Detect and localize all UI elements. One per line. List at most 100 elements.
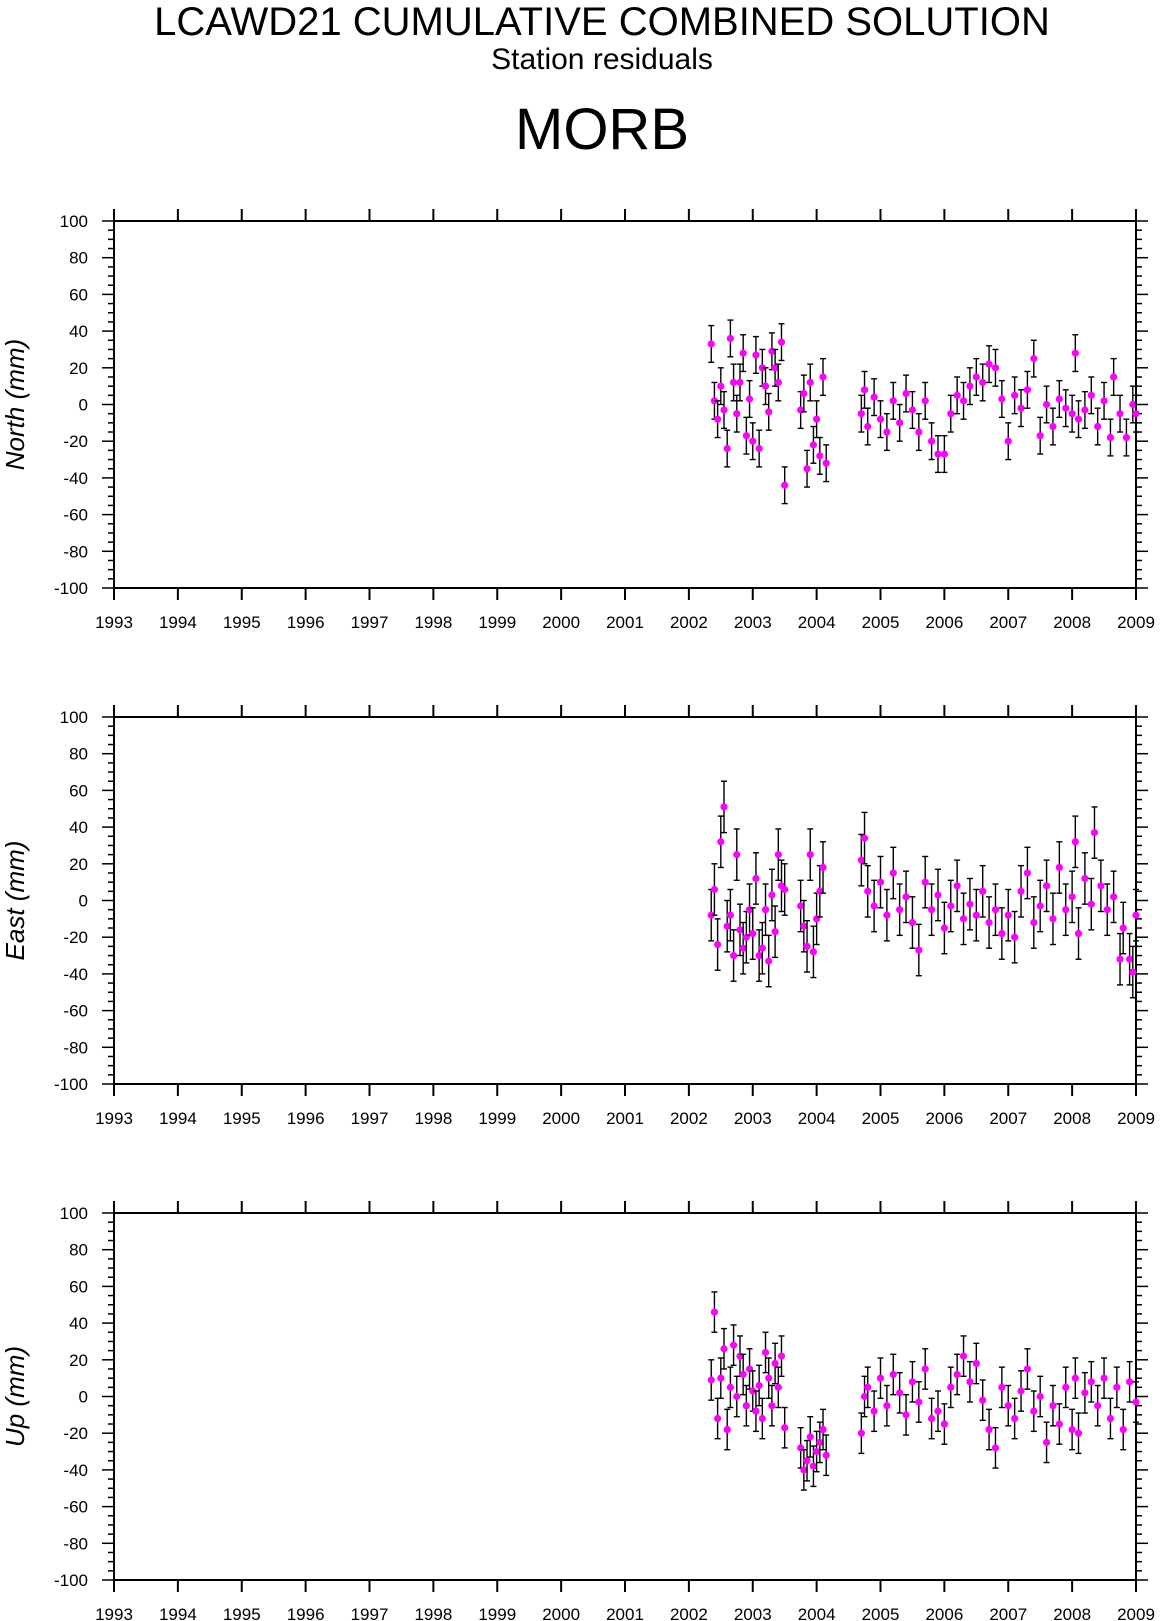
data-point xyxy=(1030,918,1038,927)
data-point xyxy=(797,902,805,910)
data-point xyxy=(733,1392,741,1401)
data-point xyxy=(1049,915,1057,923)
data-point xyxy=(749,437,757,445)
x-tick-label: 1994 xyxy=(159,613,197,632)
x-tick-label: 1998 xyxy=(414,613,452,632)
data-point xyxy=(934,1407,942,1415)
x-tick-label: 2004 xyxy=(798,1109,836,1128)
y-axis-label: East (mm) xyxy=(0,841,30,961)
x-tick-label: 2009 xyxy=(1117,1605,1155,1621)
y-tick-label: -100 xyxy=(54,1571,88,1590)
data-point xyxy=(1055,395,1063,403)
data-point xyxy=(822,1451,830,1459)
data-point xyxy=(816,1438,824,1446)
y-axis-label: North (mm) xyxy=(0,339,30,470)
data-point xyxy=(736,378,744,387)
data-point xyxy=(889,869,897,877)
data-point xyxy=(729,1341,738,1349)
x-tick-label: 2002 xyxy=(670,613,708,632)
x-tick-label: 2003 xyxy=(734,1109,772,1128)
y-tick-label: -60 xyxy=(63,1498,88,1517)
data-point xyxy=(758,364,766,372)
x-tick-label: 2006 xyxy=(925,1109,963,1128)
data-point xyxy=(761,906,770,914)
data-point xyxy=(745,395,754,403)
data-point xyxy=(857,856,865,864)
y-tick-label: 100 xyxy=(60,1204,88,1223)
x-tick-label: 1998 xyxy=(414,1605,452,1621)
data-point xyxy=(710,1308,719,1316)
x-tick-label: 1994 xyxy=(159,1109,197,1128)
x-tick-label: 2002 xyxy=(670,1605,708,1621)
data-point xyxy=(1023,1365,1032,1373)
y-tick-label: -60 xyxy=(63,1002,88,1021)
chart-title: LCAWD21 CUMULATIVE COMBINED SOLUTION xyxy=(154,0,1050,44)
x-tick-label: 2009 xyxy=(1117,1109,1155,1128)
x-tick-label: 1999 xyxy=(478,1605,516,1621)
y-tick-label: -40 xyxy=(63,469,88,488)
data-point xyxy=(1062,1383,1070,1391)
data-point xyxy=(1110,373,1118,381)
data-point xyxy=(771,364,779,372)
y-axis-label: Up (mm) xyxy=(0,1346,30,1447)
data-point xyxy=(761,382,770,390)
panel-1: 100 80 60 40 20 0 -20 -40 -60 -80 -100 1993 1994 1995… xyxy=(0,705,1155,1128)
data-point xyxy=(1055,1420,1063,1428)
data-point xyxy=(1068,410,1076,418)
data-point xyxy=(758,944,766,952)
x-tick-label: 2007 xyxy=(989,613,1027,632)
data-point xyxy=(813,415,821,423)
data-point xyxy=(777,1352,786,1360)
data-point xyxy=(928,1414,936,1423)
data-point xyxy=(1004,437,1012,445)
data-point xyxy=(1042,400,1051,409)
x-tick-label: 2008 xyxy=(1053,1605,1091,1621)
x-tick-label: 2007 xyxy=(989,1605,1027,1621)
data-point xyxy=(1087,1378,1095,1386)
data-point xyxy=(758,1414,766,1423)
x-tick-label: 2005 xyxy=(862,613,900,632)
data-point xyxy=(896,906,904,914)
data-point xyxy=(915,428,923,436)
data-point xyxy=(720,803,728,811)
data-point xyxy=(765,408,773,416)
data-point xyxy=(1011,1414,1019,1423)
x-tick-label: 1993 xyxy=(95,1605,133,1621)
station-name: MORB xyxy=(515,97,689,162)
data-point xyxy=(1071,1374,1079,1382)
x-tick-label: 2007 xyxy=(989,1109,1027,1128)
data-point xyxy=(1122,433,1131,442)
data-point xyxy=(726,334,734,343)
data-point xyxy=(947,902,955,910)
y-tick-label: 0 xyxy=(79,1388,88,1407)
data-point xyxy=(733,410,741,418)
data-point xyxy=(953,391,961,399)
x-tick-label: 2006 xyxy=(925,613,963,632)
data-point xyxy=(806,851,814,859)
data-point xyxy=(1071,838,1079,846)
data-point xyxy=(857,410,865,418)
x-tick-label: 2005 xyxy=(862,1605,900,1621)
data-point xyxy=(761,1348,770,1357)
data-point xyxy=(1004,911,1012,919)
data-point xyxy=(1049,1402,1057,1410)
data-point xyxy=(752,1407,760,1415)
data-point xyxy=(771,1359,779,1368)
data-point xyxy=(749,1387,757,1395)
data-point xyxy=(806,378,814,387)
data-point xyxy=(876,415,885,423)
data-point xyxy=(876,878,885,886)
data-point xyxy=(707,340,715,348)
data-point xyxy=(714,1414,722,1423)
x-tick-label: 2004 xyxy=(798,613,836,632)
data-point xyxy=(720,1345,728,1353)
data-point xyxy=(729,378,738,387)
data-point xyxy=(921,1365,929,1373)
data-point xyxy=(803,465,811,473)
data-point xyxy=(947,410,955,418)
data-point xyxy=(1129,968,1137,976)
data-point xyxy=(860,386,869,394)
data-point xyxy=(1081,1389,1089,1397)
data-point xyxy=(752,351,760,359)
